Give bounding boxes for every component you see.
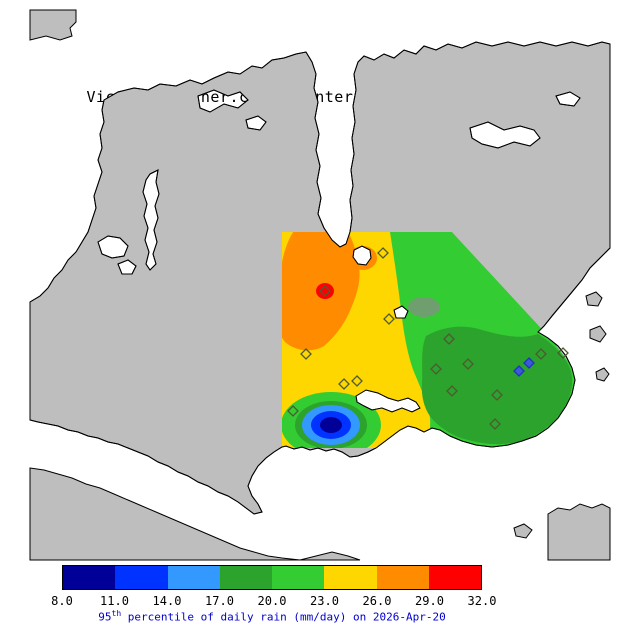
colorbar-tick: 26.0 (362, 594, 392, 608)
caption-superscript: th (111, 609, 122, 618)
colorbar-segment (63, 566, 116, 589)
colorbar-tick: 11.0 (100, 594, 129, 608)
minimum-core-8-11 (320, 417, 342, 433)
station-marker (338, 378, 350, 390)
station-marker (443, 333, 455, 345)
colorbar-tick: 8.0 (51, 594, 73, 608)
landmass-bottom-right-patch (547, 503, 611, 561)
colorbar-tick: 23.0 (310, 594, 339, 608)
station-marker (319, 285, 331, 297)
island-haro-3 (595, 367, 610, 382)
terrain-spot (408, 297, 440, 317)
colorbar-tick: 32.0 (467, 594, 497, 608)
landmass-top-left-patch (29, 9, 77, 41)
station-marker (535, 348, 547, 360)
contour-band-17-20-southeast (421, 326, 573, 445)
contour-band-29-32-maximum (316, 283, 334, 299)
colorbar-segment (324, 566, 377, 589)
colorbar-segment (115, 566, 168, 589)
data-domain (282, 232, 582, 448)
station-marker (489, 418, 501, 430)
station-marker (491, 389, 503, 401)
caption-number: 95 (98, 610, 112, 624)
station-marker (446, 385, 458, 397)
colorbar-caption: 95th percentile of daily rain (mm/day) o… (62, 609, 482, 624)
colorbar-tick-labels: 8.0 11.0 14.0 17.0 20.0 23.0 26.0 29.0 32.0 (51, 594, 496, 608)
colorbar-segment (272, 566, 325, 589)
island-haro-2 (589, 325, 607, 343)
station-marker (557, 347, 569, 359)
station-marker (383, 313, 395, 325)
colorbar (62, 565, 482, 590)
island-haro-1 (585, 291, 603, 307)
island-small-strait (513, 523, 533, 539)
colorbar-tick: 17.0 (205, 594, 234, 608)
station-marker (523, 357, 535, 369)
station-marker (377, 247, 389, 259)
colorbar-segment (376, 566, 429, 589)
station-marker (430, 363, 442, 375)
colorbar-tick: 20.0 (257, 594, 287, 608)
station-marker (462, 358, 474, 370)
station-marker (351, 375, 363, 387)
colorbar-segment (219, 566, 272, 589)
station-marker (300, 348, 312, 360)
station-markers (287, 247, 569, 430)
colorbar-segment (428, 566, 481, 589)
station-marker (513, 365, 525, 377)
colorbar-segment (167, 566, 220, 589)
station-marker (287, 405, 299, 417)
colorbar-tick: 14.0 (152, 594, 182, 608)
landmass-olympic-peninsula (29, 467, 361, 561)
caption-text: percentile of daily rain (mm/day) on 202… (121, 610, 446, 624)
colorbar-tick: 29.0 (415, 594, 444, 608)
